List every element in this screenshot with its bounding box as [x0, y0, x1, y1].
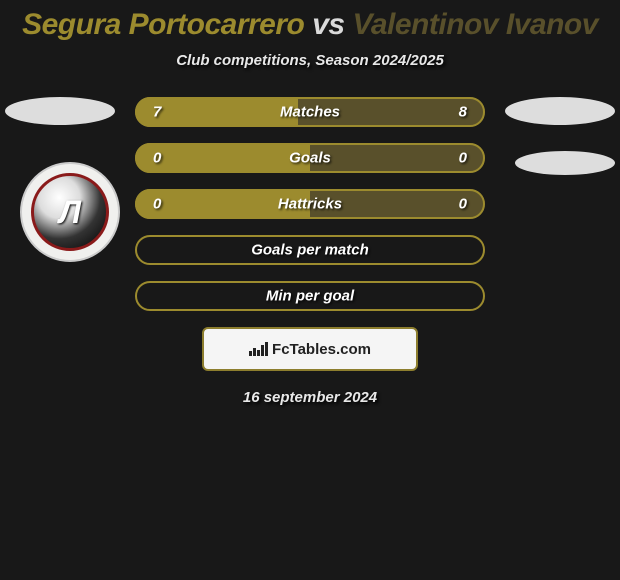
vs-separator: vs [312, 8, 344, 41]
stat-value-right: 8 [459, 104, 467, 121]
stat-bar-row: Min per goal [135, 281, 485, 311]
player1-name: Segura Portocarrero [22, 8, 304, 41]
club-badge-letter: Л [31, 173, 109, 251]
stat-label: Goals per match [135, 242, 485, 259]
source-attribution: FcTables.com [202, 327, 418, 371]
source-text: FcTables.com [272, 341, 371, 358]
player1-club-badge: Л [20, 162, 120, 262]
player2-club-placeholder [515, 151, 615, 175]
stat-bar-row: Goals per match [135, 235, 485, 265]
stat-value-right: 0 [459, 150, 467, 167]
stat-value-left: 7 [153, 104, 161, 121]
stat-value-right: 0 [459, 196, 467, 213]
stat-bar-row: Hattricks0 0 [135, 189, 485, 219]
stat-label: Min per goal [135, 288, 485, 305]
stat-bars-group: Matches78Goals00Hattricks00Goals per mat… [135, 97, 485, 311]
player1-avatar-placeholder [5, 97, 115, 125]
stat-bar-row: Goals0 0 [135, 143, 485, 173]
stat-label: Matches [135, 104, 485, 121]
chart-icon [249, 342, 268, 356]
player2-name: Valentinov Ivanov [352, 8, 597, 41]
comparison-title: Segura Portocarrero vs Valentinov Ivanov [0, 0, 620, 42]
stat-label: Goals [135, 150, 485, 167]
season-subtitle: Club competitions, Season 2024/2025 [0, 52, 620, 69]
snapshot-date: 16 september 2024 [0, 389, 620, 406]
stat-value-left: 0 [153, 196, 161, 213]
stat-value-left: 0 [153, 150, 161, 167]
comparison-chart: Л Matches78Goals00Hattricks00Goals per m… [0, 97, 620, 311]
stat-label: Hattricks [135, 196, 485, 213]
player2-avatar-placeholder [505, 97, 615, 125]
stat-bar-row: Matches7 8 [135, 97, 485, 127]
